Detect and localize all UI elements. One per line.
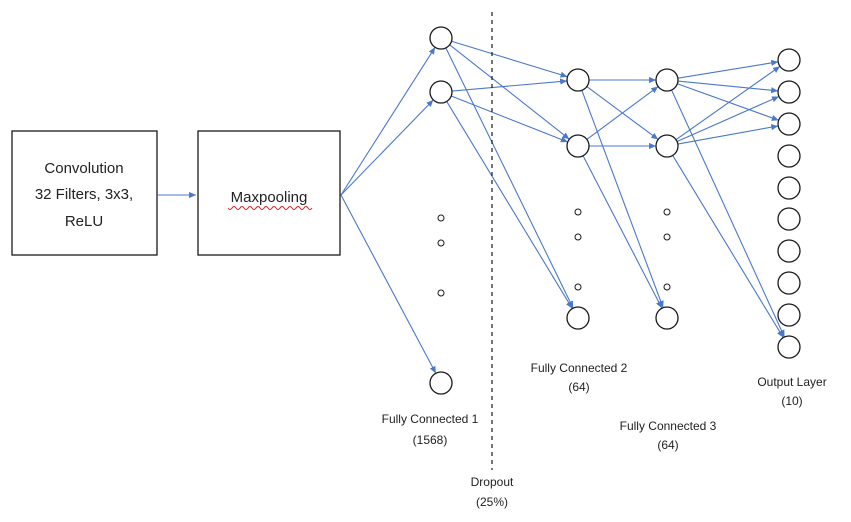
fc1-ellipsis-dot-1	[437, 239, 445, 247]
fc1-neuron-0	[429, 26, 453, 50]
fc2-neuron-0	[566, 68, 590, 92]
arrow-fc1-1-to-fc2-1	[451, 95, 568, 143]
fc3-ellipsis-dot-0	[663, 208, 671, 216]
out-neuron-9	[777, 335, 801, 359]
out-neuron-2	[777, 112, 801, 136]
dropout-label-rate: (25%)	[476, 495, 508, 509]
arrow-fc2-1-to-fc3-2	[582, 155, 663, 309]
maxpooling-label: Maxpooling	[231, 189, 308, 206]
fc2-neuron-2	[566, 306, 590, 330]
arrow-fc3-0-to-out-0	[677, 59, 779, 79]
fc3-neuron-0	[655, 68, 679, 92]
convolution-box	[11, 130, 158, 256]
out-neuron-4	[777, 176, 801, 200]
arrow-fc1-0-to-fc2-1	[449, 44, 570, 140]
arrow-fc2-1-to-fc3-0	[586, 86, 659, 140]
out-neuron-0	[777, 48, 801, 72]
arrow-fc3-1-to-out-0	[675, 65, 781, 141]
fc1-label-name: Fully Connected 1	[382, 412, 479, 426]
arrow-fc1-0-to-fc2-2	[445, 47, 574, 309]
fc1-ellipsis-dot-0	[437, 214, 445, 222]
arrow-fc1-1-to-fc2-0	[451, 78, 568, 92]
arrow-fc1-1-to-fc2-2	[446, 101, 573, 309]
fc3-label-size: (64)	[657, 438, 678, 452]
convolution-label-line1: Convolution	[44, 160, 123, 177]
arrow-fc3-0-to-out-1	[677, 80, 779, 94]
fc2-neuron-1	[566, 134, 590, 158]
arrow-maxpool-to-fc1-2	[340, 194, 437, 374]
out-neuron-8	[777, 303, 801, 327]
fc1-neuron-2	[429, 371, 453, 395]
fc3-label-name: Fully Connected 3	[620, 419, 717, 433]
arrow-maxpool-to-fc1-1	[340, 99, 434, 196]
arrow-fc3-1-to-out-2	[677, 124, 779, 145]
convolution-label-line3: ReLU	[65, 213, 103, 230]
fc3-neuron-1	[655, 134, 679, 158]
fc1-neuron-1	[429, 80, 453, 104]
output-label-name: Output Layer	[757, 375, 826, 389]
fc1-ellipsis-dot-2	[437, 289, 445, 297]
dropout-label-name: Dropout	[471, 475, 514, 489]
out-neuron-1	[777, 80, 801, 104]
arrow-maxpool-to-fc1-0	[340, 46, 436, 196]
convolution-label-line2: 32 Filters, 3x3,	[35, 186, 133, 203]
out-neuron-6	[777, 239, 801, 263]
convolution-block: Convolution 32 Filters, 3x3, ReLU	[11, 130, 158, 256]
neuron-layers	[429, 26, 801, 395]
arrow-fc3-0-to-out-9	[671, 89, 785, 338]
spellcheck-underline	[227, 206, 313, 210]
fc1-label-size: (1568)	[413, 433, 448, 447]
fc2-label-name: Fully Connected 2	[531, 361, 628, 375]
arrow-fc3-1-to-out-9	[672, 155, 784, 338]
arrow-fc3-0-to-out-2	[677, 83, 779, 121]
maxpooling-block: Maxpooling	[197, 130, 341, 256]
arrow-fc3-1-to-out-1	[676, 95, 780, 143]
out-neuron-3	[777, 144, 801, 168]
fc3-ellipsis-dot-2	[663, 283, 671, 291]
fc3-ellipsis-dot-1	[663, 233, 671, 241]
fc3-neuron-2	[655, 306, 679, 330]
arrow-fc1-0-to-fc2-0	[451, 40, 568, 78]
fc2-ellipsis-dot-0	[574, 208, 582, 216]
output-label-size: (10)	[781, 394, 802, 408]
fc2-ellipsis-dot-1	[574, 233, 582, 241]
maxpooling-box	[197, 130, 341, 256]
fc2-label-size: (64)	[568, 380, 589, 394]
connection-arrows	[158, 40, 785, 374]
out-neuron-5	[777, 207, 801, 231]
out-neuron-7	[777, 271, 801, 295]
arrow-fc2-0-to-fc3-2	[581, 90, 664, 308]
fc2-ellipsis-dot-2	[574, 283, 582, 291]
